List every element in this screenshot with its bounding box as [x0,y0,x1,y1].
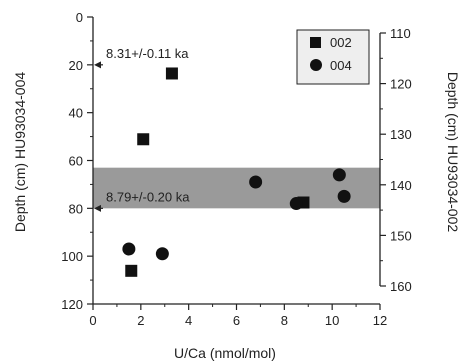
x-tick-label-0: 0 [89,313,96,328]
left-y-tick-label-100: 100 [61,249,83,264]
legend: 002 004 [296,29,370,85]
left-y-tick-label-20: 20 [69,58,83,73]
annotation-label-0: 8.31+/-0.11 ka [106,46,189,61]
annotation-arrowhead-0 [94,61,101,69]
shaded-band [93,167,380,209]
right-y-tick-label-110: 110 [390,26,411,41]
x-tick-label-4: 4 [185,313,192,328]
point-004-3 [337,189,351,203]
left-y-tick-label-60: 60 [69,154,83,169]
annotation-label-1: 8.79+/-0.20 ka [106,189,190,204]
right-y-tick-label-150: 150 [390,228,412,243]
annotations: 8.31+/-0.11 ka 8.79+/-0.20 ka [94,46,190,212]
legend-marker-circle [310,59,322,71]
right-y-axis-title: Depth (cm) HU93034-002 [445,72,461,233]
x-axis-title: U/Ca (nmol/mol) [174,345,276,361]
left-y-ticks: 0 20 40 60 80 100 120 [61,10,93,312]
point-004-4 [122,242,136,256]
x-tick-label-10: 10 [325,313,339,328]
legend-box [296,29,370,85]
left-y-tick-label-40: 40 [69,106,83,121]
legend-label-002: 002 [330,35,352,50]
left-y-tick-label-120: 120 [61,297,83,312]
point-004-0 [249,175,263,189]
legend-label-004: 004 [330,58,352,73]
point-004-2 [332,168,346,182]
annotation-arrowhead-1 [94,204,101,212]
right-y-tick-label-120: 120 [390,77,412,92]
right-y-ticks: 110 120 130 140 150 160 [380,26,412,294]
right-y-tick-label-140: 140 [390,178,412,193]
right-y-tick-label-160: 160 [390,279,412,294]
left-y-tick-label-80: 80 [69,201,83,216]
point-004-1 [289,197,303,211]
right-y-tick-label-130: 130 [390,127,412,142]
x-tick-label-8: 8 [281,313,288,328]
left-y-axis-title: Depth (cm) HU93034-004 [12,72,28,233]
point-002-3 [125,264,138,277]
point-004-5 [155,247,169,261]
legend-marker-square [310,37,321,48]
data-points [122,67,351,277]
x-tick-label-6: 6 [233,313,240,328]
point-002-1 [137,133,150,146]
point-002-0 [165,67,178,80]
x-ticks: 0 2 4 6 8 10 12 [89,304,387,328]
left-y-tick-label-0: 0 [76,10,83,25]
x-tick-label-12: 12 [373,313,387,328]
x-tick-label-2: 2 [137,313,144,328]
